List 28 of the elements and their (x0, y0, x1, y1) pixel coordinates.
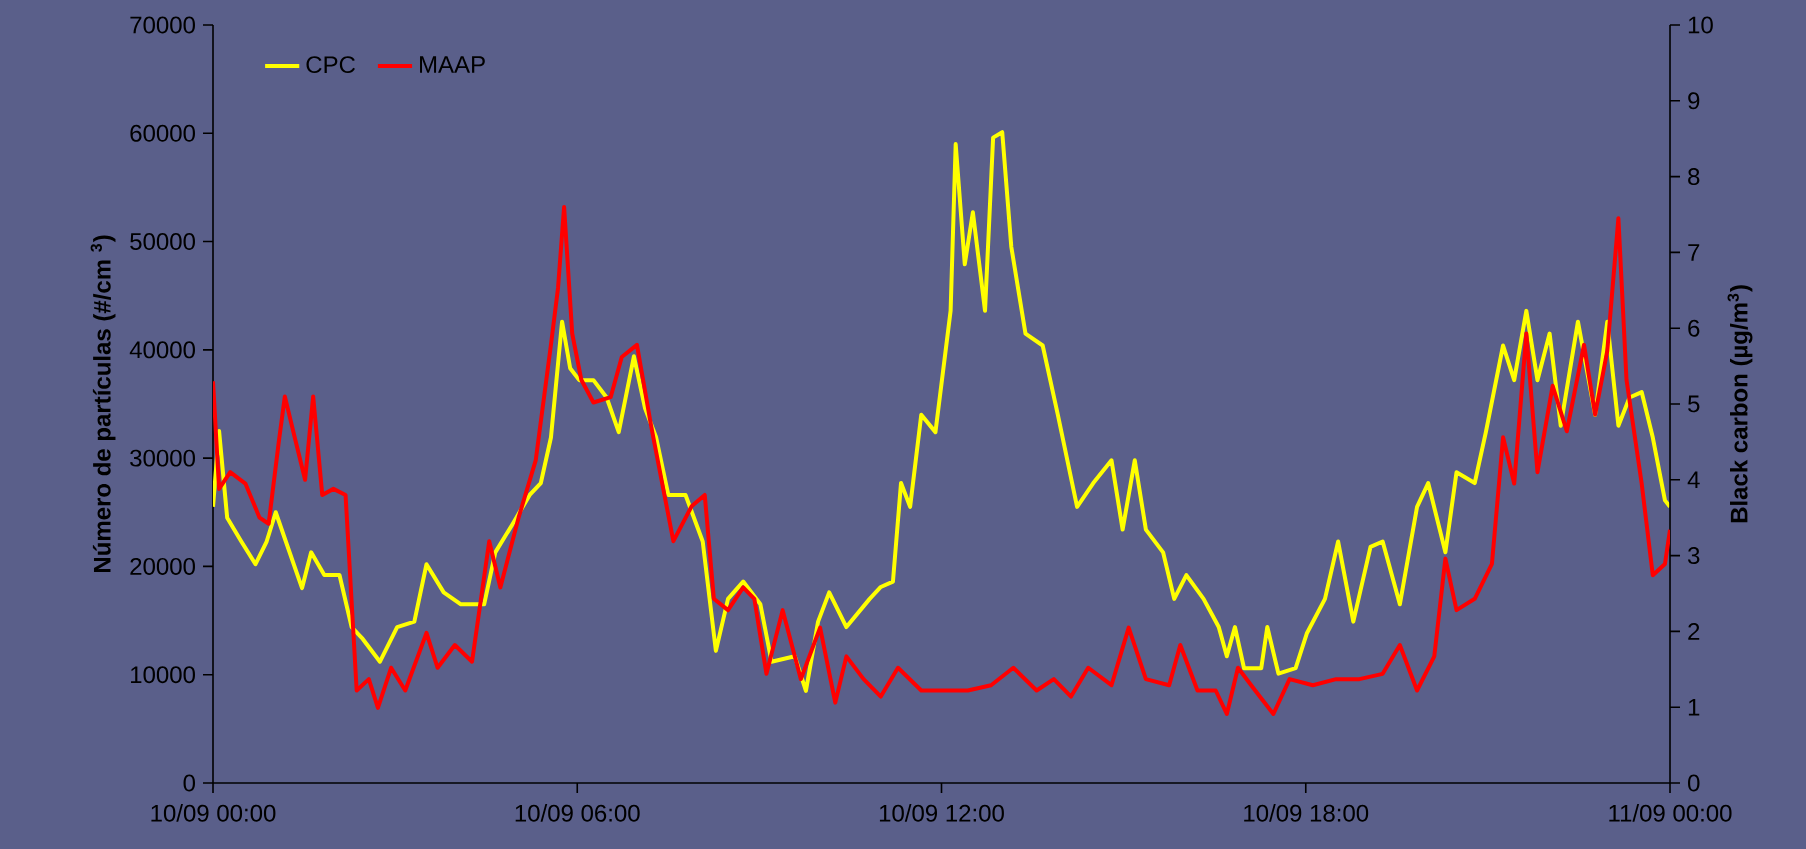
legend-label: MAAP (420, 56, 485, 73)
y2-tick-label: 0 (1688, 774, 1700, 792)
y-tick-label: 0 (183, 774, 196, 792)
y-tick-label: 10000 (131, 666, 195, 684)
x-tick-label: 10/09 06:00 (515, 804, 640, 822)
y-tick-label: 50000 (130, 233, 195, 251)
y2-tick-label: 6 (1688, 319, 1700, 337)
y2-axis-title: Black carbon (µg/m$^{3}$) (1727, 285, 1753, 523)
y-axis-title: Número de partículas (#/cm $^{3}$) (90, 235, 116, 573)
y2-tick-label: 7 (1688, 244, 1700, 261)
y2-tick-label: 4 (1687, 471, 1700, 489)
x-tick-label: 10/09 18:00 (1244, 804, 1369, 822)
y2-tick-label: 8 (1688, 168, 1700, 186)
y-tick-label: 40000 (129, 341, 195, 359)
legend-label: CPC (306, 56, 355, 74)
x-tick-label: 10/09 12:00 (879, 804, 1004, 822)
y-tick-label: 60000 (130, 124, 195, 142)
y-tick-label: 20000 (130, 557, 195, 575)
y2-tick-label: 5 (1688, 395, 1700, 413)
y-tick-label: 70000 (130, 16, 195, 34)
x-tick-label: 11/09 00:00 (1609, 804, 1732, 822)
y2-tick-label: 1 (1688, 698, 1700, 716)
y2-tick-label: 10 (1688, 16, 1713, 34)
y2-tick-label: 9 (1688, 92, 1700, 110)
y2-tick-label: 3 (1687, 547, 1700, 565)
y2-tick-label: 2 (1688, 623, 1700, 640)
x-tick-label: 10/09 00:00 (151, 804, 276, 822)
y-tick-label: 30000 (130, 449, 195, 467)
